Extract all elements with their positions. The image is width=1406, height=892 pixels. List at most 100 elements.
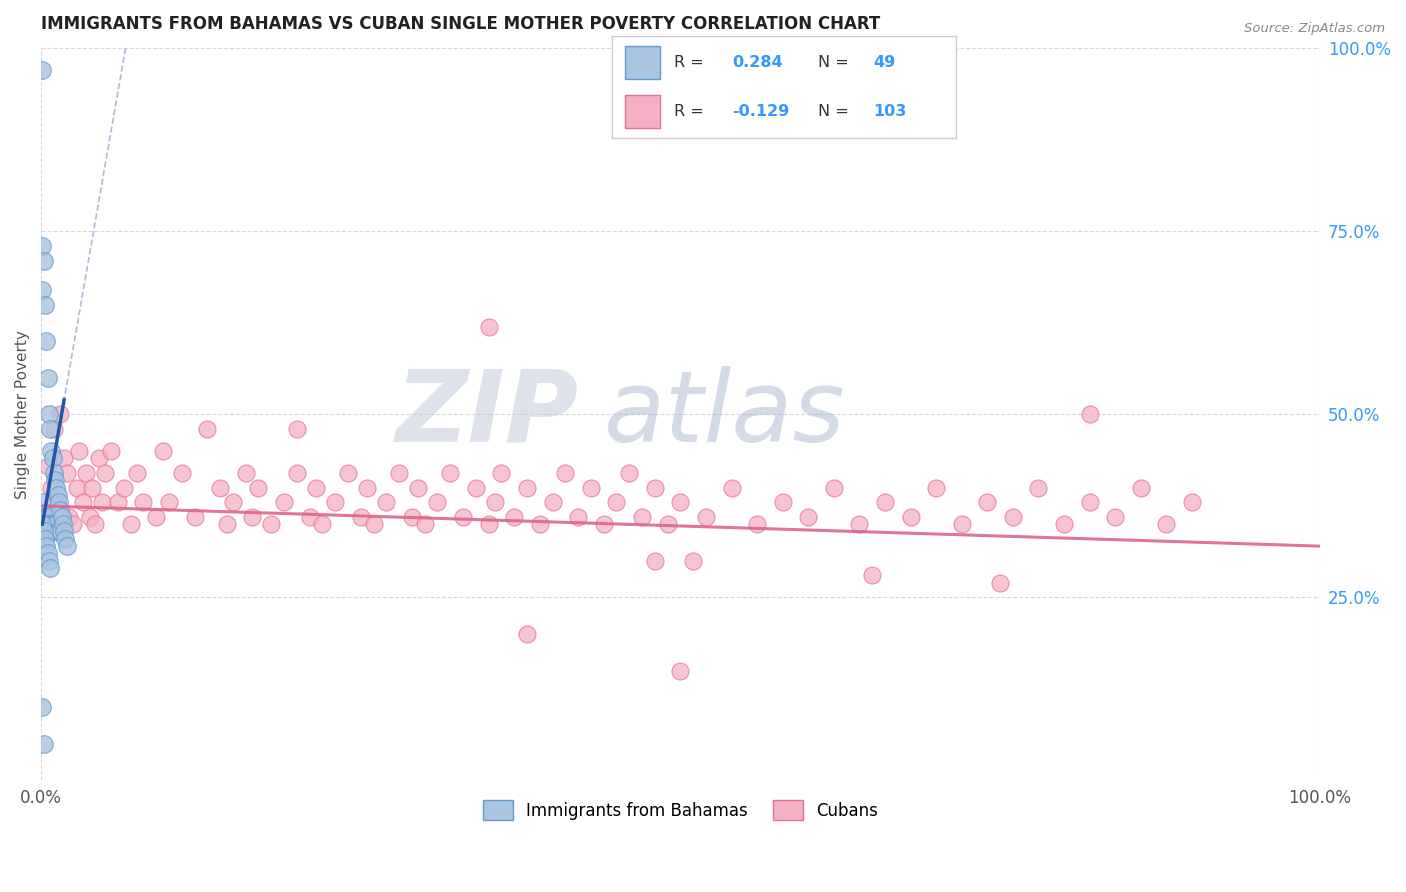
Point	[44, 524, 66, 539]
Point	[32, 517, 55, 532]
Point	[72, 495, 94, 509]
Point	[478, 517, 501, 532]
Text: N =: N =	[818, 104, 849, 120]
Point	[619, 466, 641, 480]
Point	[53, 524, 76, 539]
FancyBboxPatch shape	[626, 46, 659, 78]
Point	[87, 451, 110, 466]
Point	[823, 481, 845, 495]
Point	[464, 481, 486, 495]
Text: 103: 103	[873, 104, 907, 120]
Point	[772, 495, 794, 509]
Point	[31, 700, 53, 714]
Point	[235, 466, 257, 480]
Point	[554, 466, 576, 480]
Point	[41, 517, 63, 532]
Text: Source: ZipAtlas.com: Source: ZipAtlas.com	[1244, 22, 1385, 36]
Point	[75, 466, 97, 480]
Point	[797, 509, 820, 524]
Point	[37, 524, 59, 539]
Point	[32, 509, 55, 524]
Point	[152, 444, 174, 458]
Point	[644, 481, 666, 495]
Point	[408, 481, 430, 495]
Text: 0.284: 0.284	[733, 54, 783, 70]
Point	[38, 554, 60, 568]
Point	[132, 495, 155, 509]
Point	[32, 524, 55, 539]
Text: IMMIGRANTS FROM BAHAMAS VS CUBAN SINGLE MOTHER POVERTY CORRELATION CHART: IMMIGRANTS FROM BAHAMAS VS CUBAN SINGLE …	[41, 15, 880, 33]
Point	[49, 502, 72, 516]
Point	[247, 481, 270, 495]
Text: N =: N =	[818, 54, 849, 70]
Point	[37, 371, 59, 385]
Point	[426, 495, 449, 509]
Point	[478, 319, 501, 334]
FancyBboxPatch shape	[626, 95, 659, 128]
Text: R =: R =	[673, 54, 703, 70]
Point	[401, 509, 423, 524]
Point	[82, 481, 104, 495]
Point	[39, 517, 62, 532]
Point	[669, 664, 692, 678]
Point	[579, 481, 602, 495]
Point	[94, 466, 117, 480]
Point	[1001, 509, 1024, 524]
Point	[45, 517, 67, 532]
Point	[170, 466, 193, 480]
Point	[860, 568, 883, 582]
Point	[53, 451, 76, 466]
Point	[48, 495, 70, 509]
Point	[45, 495, 67, 509]
Point	[52, 517, 75, 532]
Point	[51, 509, 73, 524]
Point	[107, 495, 129, 509]
Point	[323, 495, 346, 509]
Point	[1129, 481, 1152, 495]
Point	[46, 488, 69, 502]
Point	[988, 575, 1011, 590]
Point	[298, 509, 321, 524]
Point	[215, 517, 238, 532]
Point	[644, 554, 666, 568]
Point	[240, 509, 263, 524]
Point	[41, 481, 63, 495]
Point	[541, 495, 564, 509]
Point	[1028, 481, 1050, 495]
Point	[900, 509, 922, 524]
Point	[41, 451, 63, 466]
Point	[195, 422, 218, 436]
Point	[695, 509, 717, 524]
Point	[46, 524, 69, 539]
Point	[62, 517, 84, 532]
Point	[356, 481, 378, 495]
Point	[31, 517, 53, 532]
Point	[516, 481, 538, 495]
Point	[34, 524, 56, 539]
Point	[484, 495, 506, 509]
Point	[657, 517, 679, 532]
Point	[529, 517, 551, 532]
Point	[38, 408, 60, 422]
Point	[183, 509, 205, 524]
Point	[55, 532, 77, 546]
Point	[451, 509, 474, 524]
Point	[31, 239, 53, 253]
Point	[491, 466, 513, 480]
Point	[925, 481, 948, 495]
Point	[1154, 517, 1177, 532]
Point	[336, 466, 359, 480]
Point	[32, 737, 55, 751]
Point	[222, 495, 245, 509]
Point	[285, 466, 308, 480]
Point	[35, 509, 58, 524]
Point	[605, 495, 627, 509]
Point	[516, 627, 538, 641]
Point	[100, 444, 122, 458]
Point	[209, 481, 232, 495]
Point	[1078, 495, 1101, 509]
Point	[120, 517, 142, 532]
Point	[567, 509, 589, 524]
Point	[682, 554, 704, 568]
Point	[145, 509, 167, 524]
